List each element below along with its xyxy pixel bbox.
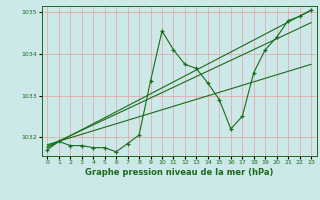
X-axis label: Graphe pression niveau de la mer (hPa): Graphe pression niveau de la mer (hPa) [85, 168, 273, 177]
